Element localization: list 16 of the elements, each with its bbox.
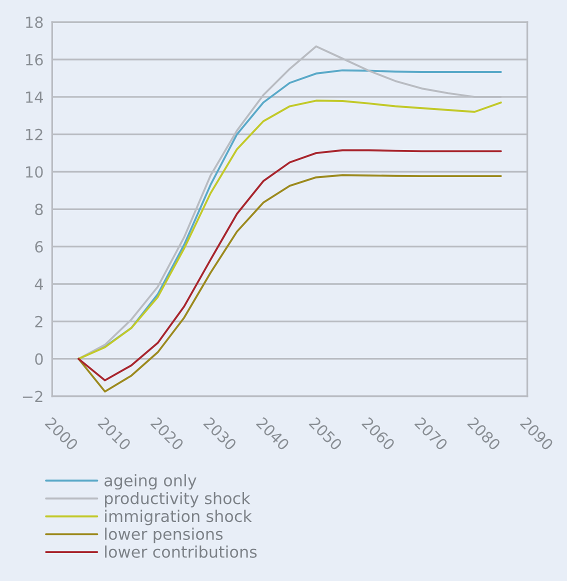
y-tick-label: 4 <box>34 278 43 290</box>
y-tick-label: 0 <box>35 353 43 365</box>
y-tick-label: 8 <box>35 204 43 216</box>
y-tick-label: 12 <box>26 128 42 140</box>
y-tick-label: −2 <box>22 390 42 402</box>
y-tick-label: 14 <box>26 92 43 103</box>
legend-label: productivity shock <box>105 492 250 508</box>
legend-label: ageing only <box>104 474 196 490</box>
y-tick-label: 2 <box>35 316 42 328</box>
legend-label: lower contributions <box>105 546 257 558</box>
y-tick-label: 18 <box>26 16 43 28</box>
legend-label: lower pensions <box>105 528 223 544</box>
y-tick-label: 10 <box>26 166 43 178</box>
y-tick-label: 6 <box>35 241 43 253</box>
legend-label: immigration shock <box>105 510 252 526</box>
y-tick-label: 16 <box>26 54 43 66</box>
